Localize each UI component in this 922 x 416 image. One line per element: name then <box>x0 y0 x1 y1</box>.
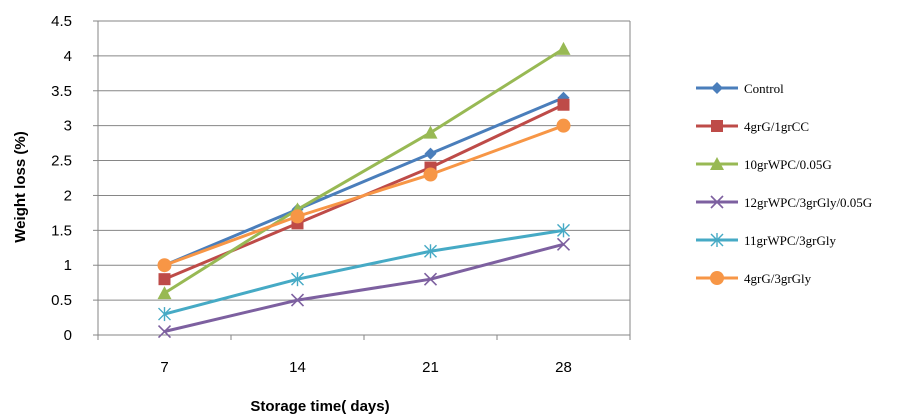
x-axis-title: Storage time( days) <box>250 398 389 415</box>
x-tick-label: 14 <box>289 359 306 376</box>
y-tick-label: 1 <box>64 257 72 274</box>
data-point <box>423 167 438 182</box>
data-point <box>557 98 570 111</box>
legend: Control 4grG/1grCC 10grWPC/0.05G 12grWPC/3g… <box>696 81 872 286</box>
legend-marker <box>710 157 724 170</box>
y-tick-label: 3 <box>64 118 72 135</box>
data-point <box>424 147 437 160</box>
legend-marker <box>711 82 723 94</box>
data-point <box>157 324 172 339</box>
series-lines <box>157 41 571 339</box>
legend-item: Control <box>696 81 784 96</box>
x-tick-label: 7 <box>160 359 168 376</box>
legend-item: 12grWPC/3grGly/0.05G <box>696 195 872 210</box>
data-point <box>424 244 437 259</box>
gridlines <box>93 20 631 340</box>
data-point <box>423 125 438 139</box>
legend-label: 10grWPC/0.05G <box>744 157 832 172</box>
series-line <box>163 124 565 267</box>
data-point <box>556 237 571 251</box>
series-4grg-3grgly <box>157 118 571 273</box>
data-point <box>290 293 305 307</box>
legend-label: 4grG/1grCC <box>744 119 809 134</box>
data-point <box>556 41 571 55</box>
series-10grwpc-0-05g <box>157 41 571 300</box>
legend-item: 10grWPC/0.05G <box>696 157 832 172</box>
series-line <box>163 96 565 267</box>
x-tick-labels: 7 14 21 28 <box>160 359 572 376</box>
y-tick-label: 2 <box>64 187 72 204</box>
y-tick-label: 3.5 <box>51 83 72 100</box>
y-tick-label: 1.5 <box>51 222 72 239</box>
data-point <box>423 272 438 286</box>
series-line <box>163 103 565 281</box>
series-11grwpc-3grgly <box>158 223 570 322</box>
legend-marker <box>711 120 723 132</box>
x-tick-label: 28 <box>555 359 572 376</box>
data-point <box>556 118 571 133</box>
data-point <box>291 272 304 287</box>
data-point <box>557 223 570 238</box>
y-axis-title: Weight loss (%) <box>12 131 29 242</box>
legend-item: 4grG/1grCC <box>696 119 809 134</box>
y-tick-label: 4.5 <box>51 13 72 30</box>
series-line <box>164 228 564 316</box>
x-tick-label: 21 <box>422 359 439 376</box>
series-line <box>163 47 565 295</box>
series-line <box>164 242 564 333</box>
y-tick-label: 0 <box>64 327 72 344</box>
y-tick-label: 4 <box>64 48 72 65</box>
data-point <box>157 258 172 273</box>
legend-label: 4grG/3grGly <box>744 271 812 286</box>
y-tick-labels: 0 0.5 1 1.5 2 2.5 3 3.5 4 4.5 <box>51 13 72 344</box>
data-point <box>158 273 171 286</box>
y-tick-label: 2.5 <box>51 153 72 170</box>
legend-marker <box>710 271 724 285</box>
legend-label: Control <box>744 81 784 96</box>
y-tick-label: 0.5 <box>51 292 72 309</box>
data-point <box>158 307 171 322</box>
legend-label: 11grWPC/3grGly <box>744 233 836 248</box>
legend-marker <box>710 195 724 209</box>
data-point <box>157 286 172 300</box>
legend-marker <box>710 233 724 247</box>
legend-label: 12grWPC/3grGly/0.05G <box>744 195 872 210</box>
data-point <box>290 209 305 224</box>
legend-item: 4grG/3grGly <box>696 271 812 286</box>
series-12grwpc-3grgly-0-05g <box>157 237 571 339</box>
legend-item: 11grWPC/3grGly <box>696 233 836 248</box>
